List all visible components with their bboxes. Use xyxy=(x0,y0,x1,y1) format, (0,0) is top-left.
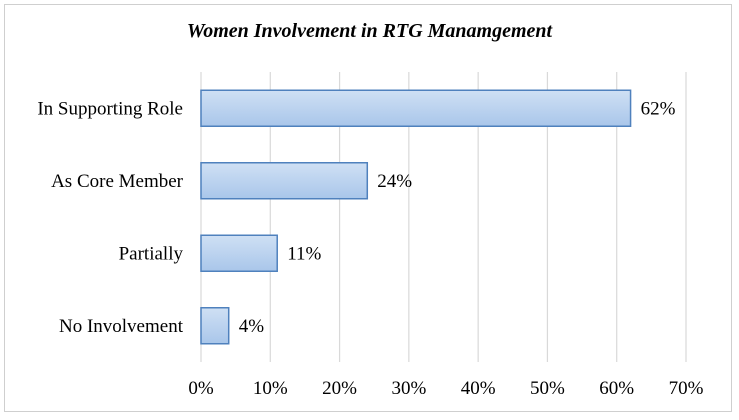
data-label: 11% xyxy=(287,243,321,264)
x-tick-label: 10% xyxy=(253,378,288,399)
x-tick-label: 0% xyxy=(188,378,214,399)
bar xyxy=(200,162,369,200)
chart-title: Women Involvement in RTG Manamgement xyxy=(186,20,553,42)
x-tick-label: 20% xyxy=(322,378,357,399)
bars xyxy=(200,89,632,345)
x-tick-label: 60% xyxy=(599,378,634,399)
data-label: 62% xyxy=(641,98,676,119)
x-tick-label: 30% xyxy=(391,378,426,399)
x-tick-label: 40% xyxy=(461,378,496,399)
labels: 0% 10% 20% 30% 40% 50% 60% 70% In Supporting Rol… xyxy=(37,98,703,399)
category-label: No Involvement xyxy=(59,316,184,337)
x-tick-label: 70% xyxy=(669,378,704,399)
category-label: Partially xyxy=(119,243,184,264)
chart-frame xyxy=(4,4,732,412)
category-label: In Supporting Role xyxy=(37,98,183,119)
x-tick-label: 50% xyxy=(530,378,565,399)
data-label: 24% xyxy=(377,171,412,192)
data-label: 4% xyxy=(239,316,265,337)
bar xyxy=(200,89,632,127)
category-label: As Core Member xyxy=(51,171,184,192)
bar xyxy=(200,234,278,272)
bar xyxy=(200,307,230,345)
